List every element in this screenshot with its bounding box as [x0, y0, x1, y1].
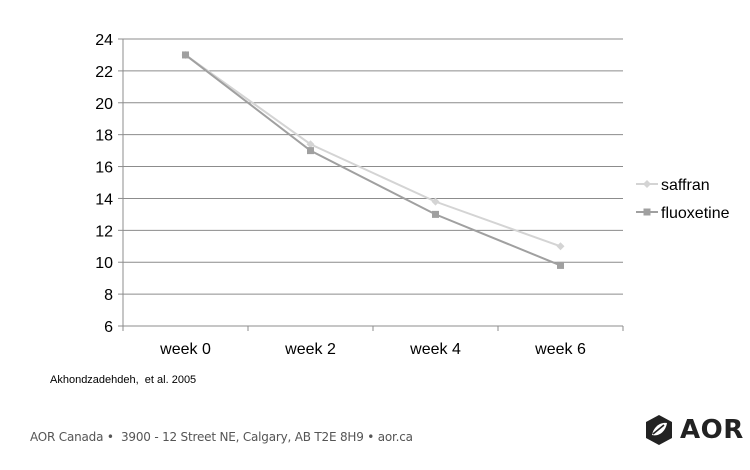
legend-marker-fluoxetine — [643, 208, 651, 216]
data-point-fluoxetine — [432, 210, 439, 218]
y-tick-label: 10 — [95, 255, 113, 272]
data-point-saffran — [306, 140, 315, 149]
x-tick-label: week 0 — [159, 341, 211, 358]
legend-label-saffran: saffran — [661, 177, 710, 194]
y-tick-label: 12 — [95, 223, 113, 240]
x-tick-label: week 4 — [409, 341, 461, 358]
logo-text: AOR — [680, 415, 744, 445]
data-point-saffran — [431, 197, 440, 206]
y-tick-label: 16 — [95, 160, 113, 177]
y-tick-label: 8 — [104, 287, 113, 304]
x-tick-label: week 6 — [534, 341, 586, 358]
y-tick-label: 18 — [95, 128, 113, 145]
legend-label-fluoxetine: fluoxetine — [661, 205, 730, 222]
y-tick-label: 24 — [95, 32, 113, 49]
data-point-fluoxetine — [307, 147, 314, 155]
y-tick-label: 6 — [104, 319, 113, 336]
footer-address: AOR Canada • 3900 - 12 Street NE, Calgar… — [30, 430, 413, 444]
legend-marker-saffran — [643, 180, 651, 188]
line-chart: 6 8 10 12 14 16 18 20 22 24 week 0 week 2 week 4 week… — [95, 32, 730, 358]
x-tick-label: week 2 — [284, 341, 336, 358]
y-tick-label: 14 — [95, 191, 113, 208]
series-line-fluoxetine — [184, 54, 561, 267]
y-tick-label: 22 — [95, 64, 113, 81]
aor-leaf-logo-icon — [646, 415, 672, 445]
citation: Akhondzadehdeh, et al. 2005 — [50, 374, 197, 386]
data-point-saffran — [556, 242, 565, 251]
data-point-fluoxetine — [557, 261, 564, 269]
y-tick-label: 20 — [95, 96, 113, 113]
series-line-saffran — [184, 54, 561, 248]
aor-logo: AOR — [642, 410, 744, 450]
data-point-fluoxetine — [182, 51, 189, 59]
